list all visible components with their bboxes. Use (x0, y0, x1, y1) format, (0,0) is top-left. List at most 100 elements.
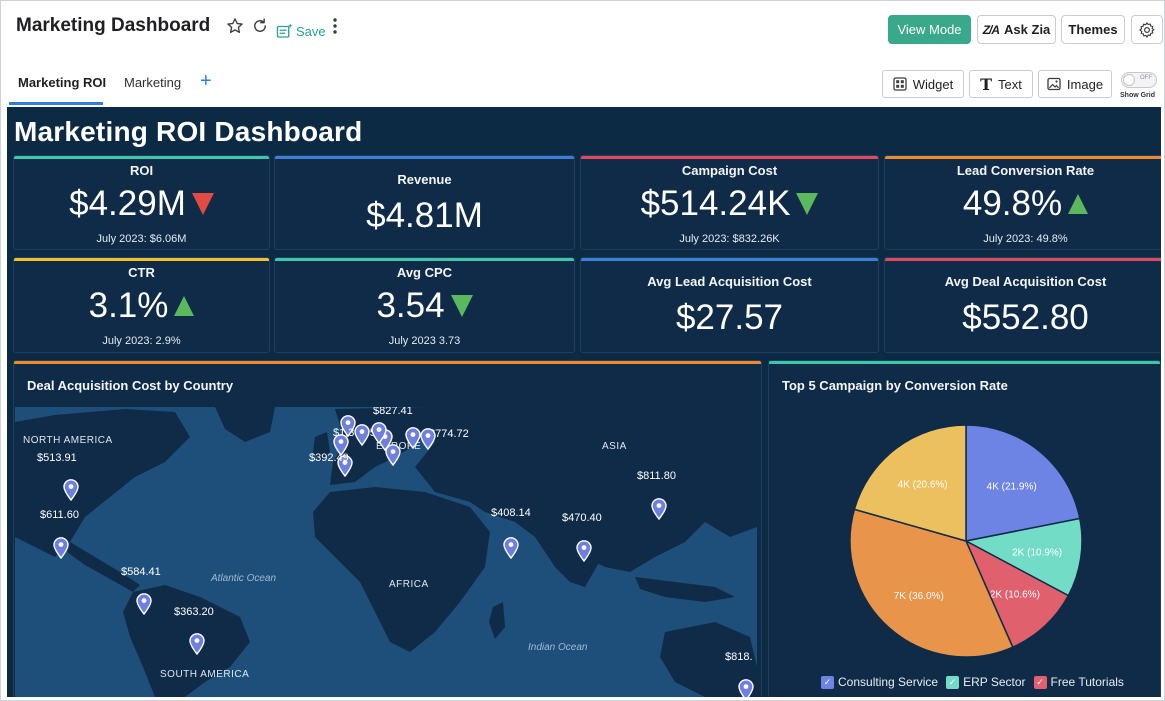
map-pin-icon[interactable] (385, 444, 401, 467)
dashboard-title: Marketing ROI Dashboard (14, 116, 363, 147)
kpi-title: CTR (128, 265, 155, 280)
star-icon[interactable] (225, 17, 245, 39)
refresh-icon[interactable] (250, 17, 270, 39)
map-pin-icon[interactable] (371, 422, 387, 445)
legend-checkbox-icon[interactable]: ✓ (1033, 675, 1047, 689)
legend-item[interactable]: ✓ Consulting Service (821, 675, 938, 689)
kpi-accent-bar (275, 156, 574, 159)
pie-widget-title: Top 5 Campaign by Conversion Rate (782, 378, 1008, 393)
toggle-state: OFF (1140, 75, 1152, 81)
map-pin-icon[interactable] (333, 434, 349, 457)
text-label: Text (998, 76, 1022, 92)
pie-slice[interactable] (963, 517, 1083, 597)
kpi-card-avg-cpc[interactable]: Avg CPC 3.54 July 2023 3.73 (274, 257, 575, 353)
legend-checkbox-icon[interactable]: ✓ (946, 675, 960, 689)
kpi-value: $514.24K (640, 184, 791, 223)
kpi-title: Avg Deal Acquisition Cost (944, 274, 1107, 289)
map-pin-icon[interactable] (340, 415, 356, 438)
view-mode-button[interactable]: View Mode (888, 15, 971, 44)
map-pin-icon[interactable] (63, 479, 79, 502)
kpi-title: Lead Conversion Rate (956, 163, 1095, 178)
map-pin-icon[interactable] (405, 427, 421, 450)
pie-legend: ✓ Consulting Service ✓ ERP Sector ✓ Free Tuto… (821, 675, 1124, 689)
save-icon (276, 23, 293, 38)
map-pin-icon[interactable] (337, 455, 353, 478)
kpi-card-revenue[interactable]: Revenue $4.81M (274, 155, 575, 250)
kpi-card-roi[interactable]: ROI $4.29M July 2023: $6.06M (13, 155, 270, 250)
kpi-value: $4.29M (69, 184, 186, 223)
region-label-south-america: SOUTH AMERICA (160, 669, 250, 680)
kpi-value: 49.8% (962, 184, 1063, 223)
show-grid-toggle[interactable]: OFF (1121, 72, 1157, 88)
map-pin-icon[interactable] (354, 424, 370, 447)
themes-button[interactable]: Themes (1061, 15, 1125, 44)
kpi-value: 3.1% (88, 286, 169, 325)
active-tab-indicator (9, 102, 103, 105)
pie-widget[interactable]: Top 5 Campaign by Conversion Rate 4K (21… (768, 360, 1161, 697)
map-pin-value: $392.49 (309, 452, 349, 464)
kpi-value-row: $27.57 (581, 298, 878, 338)
kpi-value-row: 49.8% (885, 184, 1161, 224)
pie-slice[interactable] (964, 539, 1070, 649)
kpi-comparison: July 2023 3.73 (388, 335, 461, 347)
kpi-card-lead-conversion-rate[interactable]: Lead Conversion Rate 49.8% July 2023: 49… (884, 155, 1161, 250)
map-pin-icon[interactable] (189, 633, 205, 656)
kpi-title: ROI (129, 163, 154, 178)
kpi-card-campaign-cost[interactable]: Campaign Cost $514.24K July 2023: $832.2… (580, 155, 879, 250)
themes-label: Themes (1068, 22, 1118, 37)
legend-checkbox-icon[interactable]: ✓ (821, 675, 834, 689)
map-pin-value: $513.91 (37, 452, 77, 464)
add-tab-icon[interactable]: + (200, 70, 212, 92)
kpi-value: $552.80 (962, 298, 1089, 337)
pie-slice[interactable] (853, 424, 967, 542)
dashboard-canvas: Marketing ROI Dashboard ROI $4.29M July … (7, 107, 1161, 697)
kpi-accent-bar (581, 156, 878, 159)
kpi-comparison: July 2023: 49.8% (983, 233, 1068, 245)
kpi-card-avg-deal-acquisition-cost[interactable]: Avg Deal Acquisition Cost $552.80 (884, 257, 1161, 353)
image-label: Image (1066, 76, 1104, 92)
legend-item[interactable]: ✓ ERP Sector (946, 675, 1026, 689)
settings-button[interactable] (1131, 15, 1163, 44)
toggle-knob (1123, 74, 1135, 86)
zia-icon: Z/A (982, 22, 1000, 37)
map-pin-icon[interactable] (503, 537, 519, 560)
add-widget-button[interactable]: Widget (882, 70, 964, 98)
kpi-accent-bar (275, 258, 574, 261)
kpi-card-ctr[interactable]: CTR 3.1% July 2023: 2.9% (13, 257, 270, 353)
map-widget[interactable]: Deal Acquisition Cost by Country (13, 360, 762, 697)
map-pin-icon[interactable] (53, 537, 69, 560)
ask-zia-button[interactable]: Z/A Ask Zia (977, 15, 1056, 44)
map-pin-icon[interactable] (136, 593, 152, 616)
map-pin-icon[interactable] (420, 428, 436, 451)
dashboard-name: Marketing Dashboard (16, 15, 211, 36)
world-map-shapes (15, 407, 757, 697)
pie-slice[interactable] (849, 508, 1014, 658)
map-pin-value: $408.14 (491, 507, 531, 519)
kpi-title: Avg Lead Acquisition Cost (647, 274, 812, 289)
kpi-value-row: $514.24K (581, 184, 878, 224)
pie-chart[interactable]: 4K (21.9%) 2K (10.9%) 2K (10.6%) 7K (36.0%)… (769, 401, 1161, 697)
map-pin-icon[interactable] (651, 498, 667, 521)
map-pin-icon[interactable] (738, 679, 754, 697)
add-text-button[interactable]: T Text (969, 70, 1033, 98)
map-pin-icon[interactable] (576, 540, 592, 563)
map-widget-title: Deal Acquisition Cost by Country (27, 378, 234, 393)
world-map[interactable]: NORTH AMERICA ASIA EUROPE AFRICA SOUTH A… (15, 407, 757, 697)
tab-marketing[interactable]: Marketing (124, 75, 182, 90)
tab-marketing-roi[interactable]: Marketing ROI (18, 75, 107, 90)
map-pin-value: $584.41 (121, 566, 161, 578)
kpi-value-row: 3.1% (14, 286, 269, 326)
add-image-button[interactable]: Image (1038, 70, 1112, 98)
pie-slice[interactable] (965, 424, 1081, 542)
legend-label: Consulting Service (838, 675, 939, 689)
kpi-value: 3.54 (376, 286, 445, 325)
view-mode-label: View Mode (897, 22, 962, 37)
kpi-comparison: July 2023: $6.06M (96, 233, 187, 245)
legend-item[interactable]: ✓ Free Tutorials (1033, 675, 1124, 689)
more-options-icon[interactable] (325, 17, 345, 39)
kpi-card-avg-lead-acquisition-cost[interactable]: Avg Lead Acquisition Cost $27.57 (580, 257, 879, 353)
save-button[interactable]: Save (276, 16, 326, 40)
pie-widget-accent (769, 361, 1160, 364)
region-label-asia: ASIA (602, 441, 627, 452)
kpi-value-row: $4.81M (275, 196, 574, 236)
